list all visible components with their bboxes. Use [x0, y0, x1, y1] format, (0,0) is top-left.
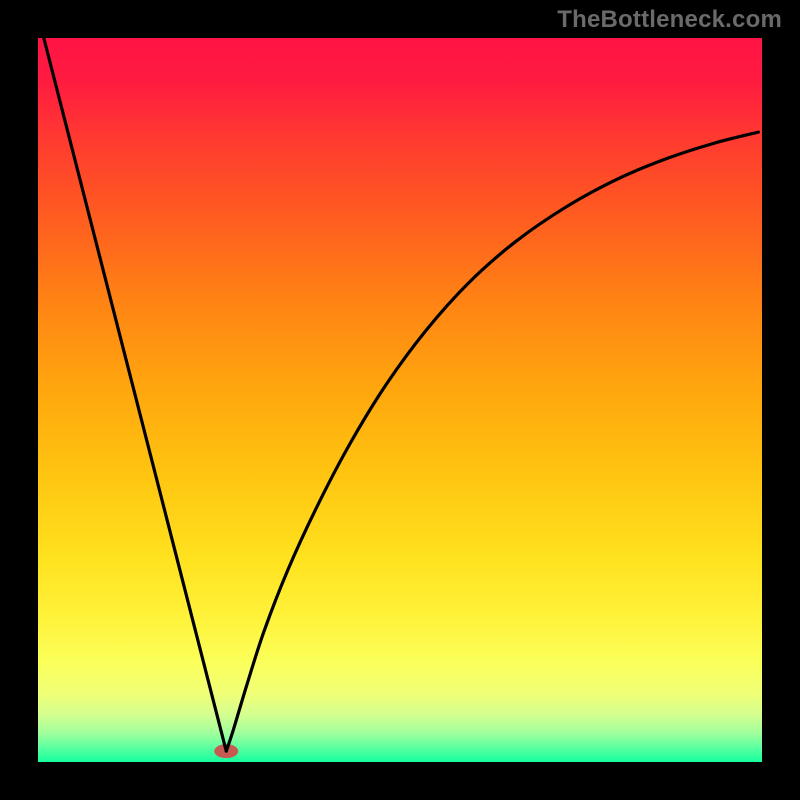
chart-svg	[38, 38, 762, 762]
plot-area	[38, 38, 762, 762]
chart-frame: TheBottleneck.com	[0, 0, 800, 800]
watermark-text: TheBottleneck.com	[557, 6, 782, 34]
gradient-background	[38, 38, 762, 762]
